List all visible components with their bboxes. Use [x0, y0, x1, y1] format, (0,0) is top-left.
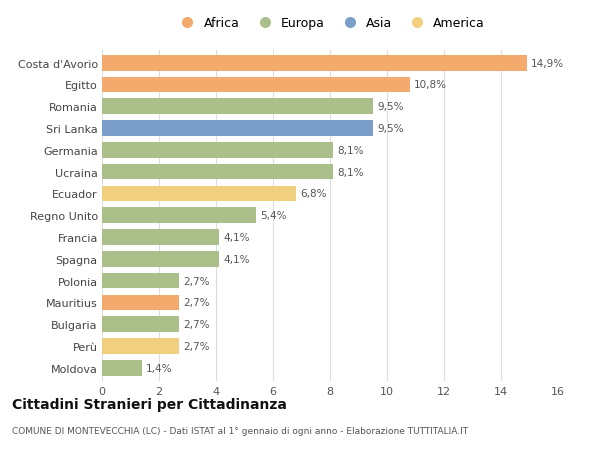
Bar [102, 56, 527, 71]
Bar [102, 99, 373, 115]
Bar [102, 208, 256, 224]
Text: 14,9%: 14,9% [531, 59, 564, 68]
Text: Cittadini Stranieri per Cittadinanza: Cittadini Stranieri per Cittadinanza [12, 397, 287, 411]
Legend: Africa, Europa, Asia, America: Africa, Europa, Asia, America [175, 17, 485, 30]
Text: 6,8%: 6,8% [300, 189, 326, 199]
Text: 2,7%: 2,7% [183, 319, 210, 330]
Text: 4,1%: 4,1% [223, 232, 250, 242]
Text: 2,7%: 2,7% [183, 298, 210, 308]
Bar [102, 78, 410, 93]
Text: 8,1%: 8,1% [337, 146, 364, 156]
Bar [102, 143, 333, 158]
Bar [102, 360, 142, 376]
Bar [102, 317, 179, 332]
Text: 5,4%: 5,4% [260, 211, 287, 221]
Text: 2,7%: 2,7% [183, 341, 210, 351]
Bar [102, 338, 179, 354]
Bar [102, 295, 179, 311]
Text: 4,1%: 4,1% [223, 254, 250, 264]
Text: 9,5%: 9,5% [377, 124, 404, 134]
Text: 10,8%: 10,8% [414, 80, 447, 90]
Text: 2,7%: 2,7% [183, 276, 210, 286]
Bar [102, 121, 373, 137]
Bar [102, 186, 296, 202]
Bar [102, 273, 179, 289]
Text: 8,1%: 8,1% [337, 167, 364, 177]
Bar [102, 164, 333, 180]
Text: 9,5%: 9,5% [377, 102, 404, 112]
Bar [102, 252, 219, 267]
Bar [102, 230, 219, 245]
Text: COMUNE DI MONTEVECCHIA (LC) - Dati ISTAT al 1° gennaio di ogni anno - Elaborazio: COMUNE DI MONTEVECCHIA (LC) - Dati ISTAT… [12, 426, 468, 435]
Text: 1,4%: 1,4% [146, 363, 173, 373]
